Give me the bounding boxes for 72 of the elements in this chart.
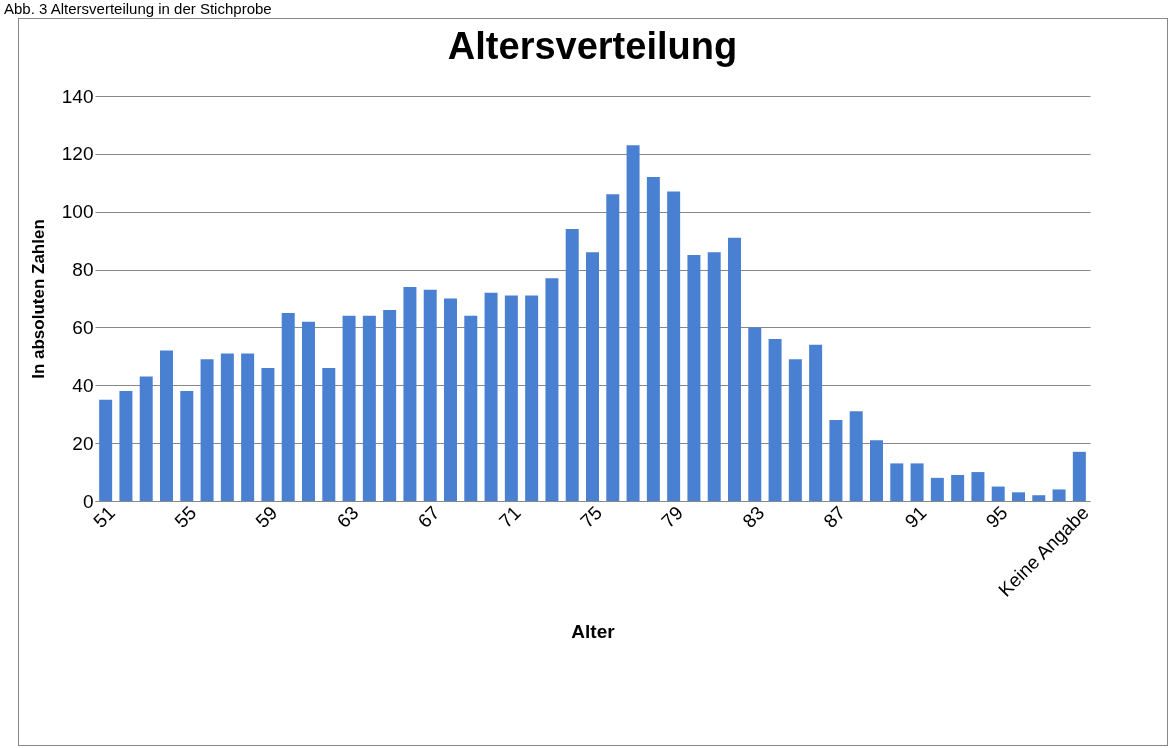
bar xyxy=(525,295,539,501)
bar xyxy=(586,252,599,501)
bar xyxy=(951,474,965,501)
chart-title: Altersverteilung xyxy=(447,25,738,67)
y-tick-label: 100 xyxy=(61,201,94,223)
y-tick-label: 80 xyxy=(72,259,94,281)
x-tick-label: 91 xyxy=(900,502,931,532)
x-tick-label: 55 xyxy=(170,502,201,532)
bar xyxy=(139,376,153,501)
bar xyxy=(200,359,214,501)
bar xyxy=(788,359,802,501)
x-tick-label: 83 xyxy=(738,502,769,532)
bar xyxy=(930,477,944,501)
bar xyxy=(606,194,620,501)
bar xyxy=(444,298,457,501)
bar xyxy=(687,255,701,501)
y-tick-label: 60 xyxy=(72,316,94,338)
bar xyxy=(646,177,660,501)
bar xyxy=(241,353,255,501)
bar xyxy=(829,420,843,501)
bar xyxy=(180,391,194,501)
y-tick-label: 120 xyxy=(61,143,94,165)
bar xyxy=(565,229,579,501)
bar xyxy=(849,411,863,501)
bar xyxy=(545,278,559,501)
bar xyxy=(403,286,417,501)
bar xyxy=(160,350,174,501)
bar xyxy=(383,310,397,501)
caption: Abb. 3 Altersverteilung in der Stichprobe xyxy=(3,0,273,18)
bar xyxy=(322,367,336,501)
bar xyxy=(1052,489,1066,501)
x-axis-title: Alter xyxy=(571,621,616,643)
bar xyxy=(342,315,356,501)
bar xyxy=(504,295,518,501)
bar xyxy=(119,391,133,501)
bar xyxy=(809,344,823,501)
bar xyxy=(626,145,640,501)
x-tick-label: 75 xyxy=(576,502,606,532)
bar xyxy=(728,237,741,501)
y-tick-label: 140 xyxy=(61,85,94,107)
bar xyxy=(667,191,681,501)
bar xyxy=(768,339,782,501)
x-tick-label: 71 xyxy=(495,502,525,532)
x-tick-label: 95 xyxy=(981,502,1012,532)
bar xyxy=(991,486,1005,501)
bar xyxy=(464,315,478,501)
bar xyxy=(220,353,234,501)
bar xyxy=(99,399,113,501)
x-tick-label: 67 xyxy=(413,502,444,532)
bar xyxy=(890,463,904,501)
y-tick-label: 40 xyxy=(72,374,94,396)
bar xyxy=(971,472,985,501)
x-tick-label: 63 xyxy=(332,502,363,532)
bar xyxy=(281,312,295,501)
bar xyxy=(1072,451,1086,501)
bar xyxy=(1032,495,1046,501)
bar xyxy=(910,463,924,501)
bar xyxy=(302,321,315,501)
y-tick-label: 20 xyxy=(72,432,94,454)
x-tick-label: 79 xyxy=(657,502,688,532)
x-tick-label: 59 xyxy=(251,502,282,532)
bar xyxy=(484,292,498,501)
y-tick-label: 0 xyxy=(82,490,94,512)
bar xyxy=(870,440,883,501)
bar xyxy=(707,252,721,501)
bar xyxy=(423,289,437,501)
x-tick-label: 87 xyxy=(819,502,850,532)
bar xyxy=(362,315,376,501)
bar xyxy=(261,367,275,501)
y-axis-title: In absoluten Zahlen xyxy=(28,219,48,379)
bar xyxy=(1011,492,1025,501)
bar xyxy=(748,327,762,501)
